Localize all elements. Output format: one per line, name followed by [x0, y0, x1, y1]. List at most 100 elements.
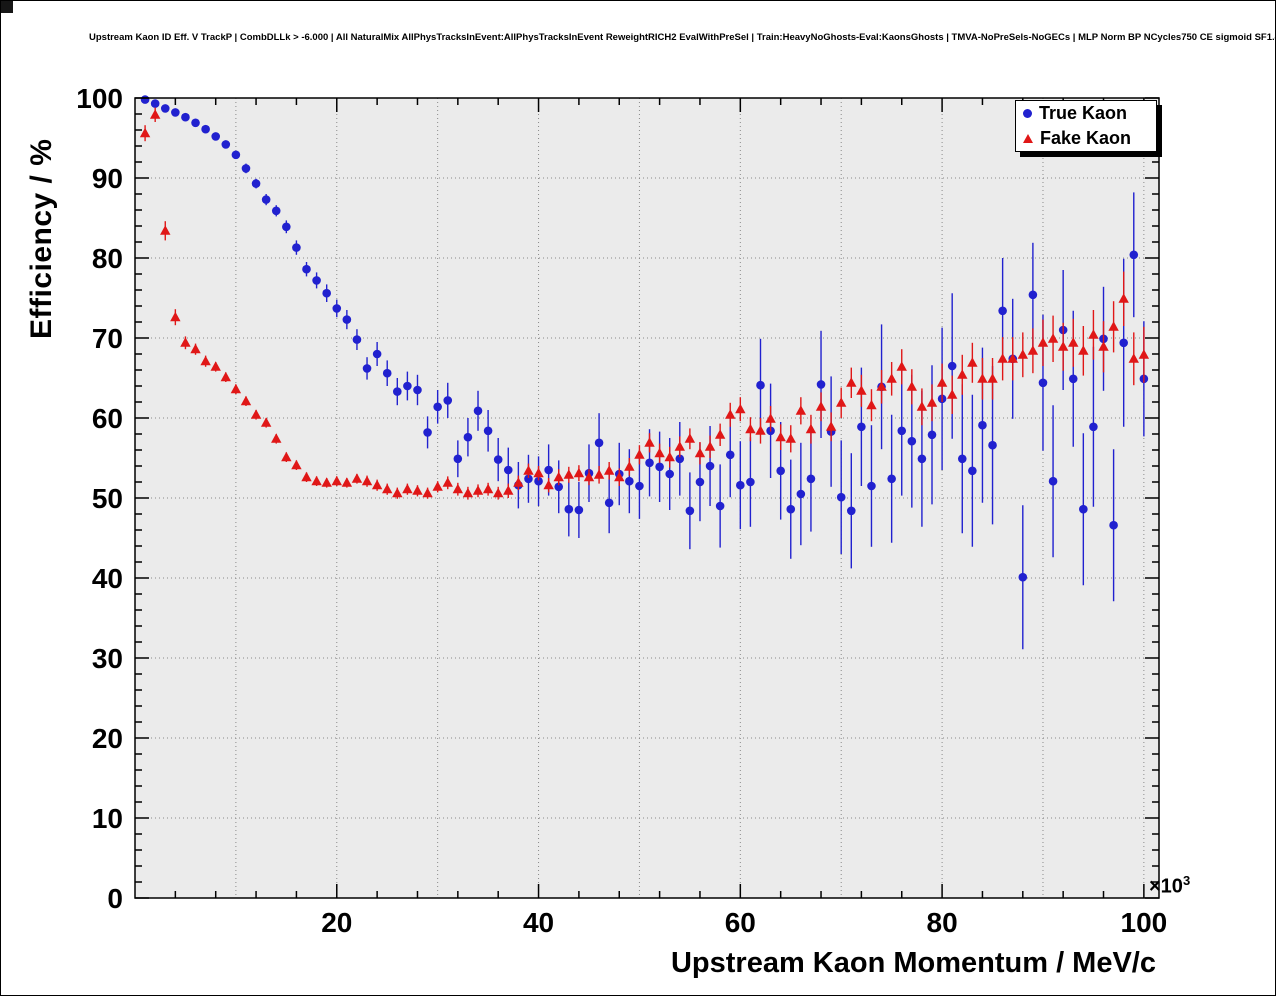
data-point-fake-kaon [1088, 329, 1099, 339]
x-exponent-base: ×10 [1149, 875, 1183, 898]
data-point-fake-kaon [876, 381, 887, 391]
y-tick-label: 0 [107, 883, 123, 914]
data-point-fake-kaon [331, 475, 342, 486]
y-tick-label: 80 [92, 243, 123, 274]
data-point-true-kaon [261, 195, 271, 204]
data-point-fake-kaon [422, 487, 433, 498]
data-point-true-kaon [998, 306, 1007, 316]
true-kaon-marker-icon [1023, 109, 1032, 118]
data-point-true-kaon [493, 455, 503, 464]
data-point-fake-kaon [301, 471, 312, 482]
data-point-fake-kaon [1108, 321, 1119, 331]
data-point-fake-kaon [926, 397, 938, 407]
plot-frame-border [134, 97, 1160, 899]
data-point-true-kaon [675, 454, 685, 464]
fake-kaon-marker-icon [1023, 134, 1033, 143]
data-point-fake-kaon [745, 423, 756, 434]
data-point-fake-kaon [392, 487, 403, 498]
data-point-true-kaon [564, 504, 574, 514]
data-point-true-kaon [342, 315, 352, 324]
data-point-true-kaon [574, 505, 584, 515]
data-point-fake-kaon [664, 451, 675, 462]
data-point-true-kaon [806, 474, 816, 484]
data-point-true-kaon [503, 465, 513, 475]
data-point-fake-kaon [442, 477, 453, 487]
data-point-true-kaon [625, 476, 634, 486]
data-point-true-kaon [271, 206, 281, 216]
y-axis-title: Efficiency / % [25, 138, 58, 339]
data-point-fake-kaon [936, 377, 948, 387]
data-point-fake-kaon [815, 401, 827, 411]
data-point-true-kaon [1028, 290, 1038, 300]
data-point-fake-kaon [573, 467, 585, 478]
data-point-true-kaon [201, 124, 210, 134]
data-point-fake-kaon [291, 459, 302, 470]
legend: True Kaon Fake Kaon [1015, 100, 1157, 152]
data-point-fake-kaon [916, 401, 928, 411]
data-point-fake-kaon [472, 485, 484, 495]
data-point-fake-kaon [634, 449, 645, 459]
data-point-fake-kaon [1118, 293, 1129, 303]
data-point-true-kaon [705, 461, 715, 471]
data-point-true-kaon [776, 466, 785, 476]
data-point-true-kaon [160, 104, 170, 113]
y-tick-label: 50 [92, 483, 123, 514]
data-point-fake-kaon [503, 485, 514, 495]
data-point-true-kaon [534, 476, 543, 486]
data-point-fake-kaon [1098, 341, 1109, 351]
data-point-true-kaon [181, 112, 190, 122]
data-point-fake-kaon [946, 389, 958, 399]
data-point-fake-kaon [896, 361, 907, 371]
data-point-fake-kaon [583, 471, 595, 482]
y-tick-label: 100 [76, 83, 123, 114]
data-point-fake-kaon [260, 417, 272, 427]
data-point-fake-kaon [240, 395, 252, 406]
data-point-fake-kaon [139, 127, 151, 138]
data-point-fake-kaon [432, 481, 443, 491]
data-point-fake-kaon [785, 433, 796, 443]
y-tick-label: 30 [92, 643, 123, 674]
data-point-true-kaon [453, 454, 463, 464]
data-point-fake-kaon [593, 469, 605, 479]
data-point-true-kaon [302, 264, 311, 274]
data-point-fake-kaon [755, 425, 766, 435]
data-point-fake-kaon [1138, 349, 1150, 359]
x-tick-label: 100 [1121, 907, 1168, 938]
data-point-true-kaon [150, 99, 160, 108]
data-point-true-kaon [231, 150, 241, 160]
data-point-fake-kaon [220, 371, 231, 382]
legend-entry-true-kaon: True Kaon [1016, 101, 1156, 126]
data-point-fake-kaon [775, 431, 786, 442]
data-point-fake-kaon [170, 311, 181, 322]
data-point-true-kaon [594, 438, 604, 448]
data-point-true-kaon [947, 361, 957, 371]
data-point-true-kaon [816, 380, 826, 389]
data-point-true-kaon [796, 489, 806, 499]
data-point-true-kaon [1038, 378, 1048, 388]
data-point-fake-kaon [351, 473, 363, 483]
data-point-fake-kaon [674, 441, 685, 451]
data-point-fake-kaon [795, 405, 807, 415]
data-point-true-kaon [846, 506, 856, 516]
data-point-fake-kaon [1128, 353, 1139, 363]
data-point-true-kaon [1109, 520, 1118, 530]
data-point-true-kaon [917, 454, 927, 464]
data-point-fake-kaon [846, 377, 857, 387]
data-point-fake-kaon [371, 479, 383, 490]
data-point-true-kaon [665, 469, 674, 479]
data-point-fake-kaon [149, 109, 161, 119]
data-point-fake-kaon [987, 373, 998, 383]
data-point-fake-kaon [382, 483, 393, 494]
data-point-true-kaon [988, 440, 997, 450]
data-point-fake-kaon [856, 385, 867, 395]
data-point-fake-kaon [210, 361, 221, 371]
data-point-fake-kaon [492, 487, 504, 498]
data-point-fake-kaon [311, 475, 322, 486]
legend-entry-fake-kaon: Fake Kaon [1016, 126, 1156, 151]
data-point-true-kaon [1129, 250, 1139, 260]
data-point-true-kaon [635, 481, 644, 491]
data-point-fake-kaon [180, 337, 191, 347]
data-point-true-kaon [645, 458, 654, 468]
data-point-fake-kaon [200, 355, 211, 366]
data-point-fake-kaon [836, 397, 847, 407]
